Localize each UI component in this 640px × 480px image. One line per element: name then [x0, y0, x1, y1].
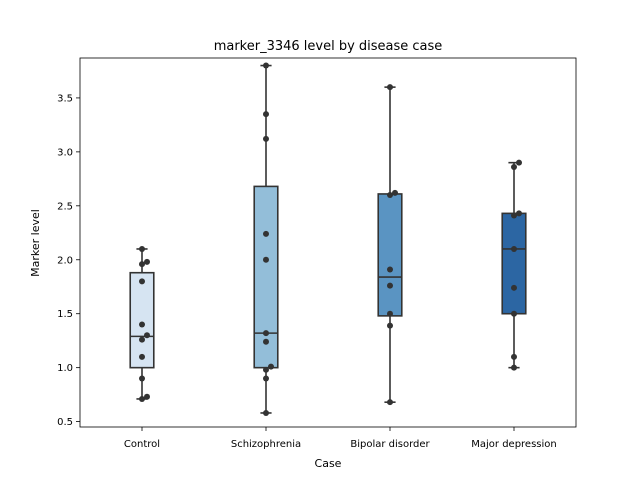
data-point: [263, 230, 269, 237]
data-point: [387, 282, 393, 289]
data-point: [139, 245, 145, 252]
y-axis-label: Marker level: [29, 209, 42, 277]
data-point: [511, 212, 517, 219]
data-point: [144, 393, 150, 400]
x-tick-label: Control: [124, 439, 160, 450]
data-point: [144, 258, 150, 265]
x-tick-label: Schizophrenia: [231, 439, 301, 450]
data-point: [139, 353, 145, 360]
data-point: [511, 284, 517, 291]
data-point: [263, 135, 269, 142]
y-tick-label: 1.0: [57, 363, 73, 374]
data-point: [139, 278, 145, 285]
y-tick-label: 3.0: [57, 147, 73, 158]
data-point: [139, 395, 145, 402]
data-point: [511, 353, 517, 360]
data-point: [387, 310, 393, 317]
data-point: [139, 375, 145, 382]
data-point: [263, 366, 269, 373]
box-major-depression: [501, 212, 527, 315]
data-point: [392, 189, 398, 196]
plot-frame: [79, 57, 577, 428]
box-control: [129, 271, 155, 369]
data-point: [387, 84, 393, 91]
data-point: [263, 111, 269, 118]
data-point: [144, 332, 150, 339]
data-point: [139, 261, 145, 268]
x-tick-label: Major depression: [471, 439, 557, 450]
data-point: [139, 321, 145, 328]
box-bipolar-disorder: [377, 193, 403, 317]
data-point: [511, 245, 517, 252]
data-point: [516, 210, 522, 217]
data-point: [263, 409, 269, 416]
x-axis-label: Case: [315, 457, 342, 470]
data-point: [511, 163, 517, 170]
data-point: [263, 375, 269, 382]
data-point: [139, 336, 145, 343]
data-point: [263, 330, 269, 337]
data-point: [387, 322, 393, 329]
data-point: [263, 256, 269, 263]
data-point: [387, 192, 393, 199]
x-tick-label: Bipolar disorder: [350, 439, 430, 450]
y-tick-label: 3.5: [57, 93, 73, 104]
data-point: [263, 62, 269, 69]
data-point: [387, 266, 393, 273]
y-tick-label: 0.5: [57, 417, 73, 428]
y-tick-label: 2.0: [57, 255, 73, 266]
plot-area: 0.5 1.0 1.5 2.0 2.5 3.0 3.5 Control Schizophreni…: [57, 57, 577, 450]
y-tick-label: 2.5: [57, 201, 73, 212]
data-point: [387, 399, 393, 406]
data-point: [511, 310, 517, 317]
data-point: [263, 338, 269, 345]
chart-title: marker_3346 level by disease case: [214, 39, 443, 54]
data-point: [516, 159, 522, 166]
data-point: [268, 363, 274, 370]
data-point: [511, 364, 517, 371]
y-tick-label: 1.5: [57, 309, 73, 320]
